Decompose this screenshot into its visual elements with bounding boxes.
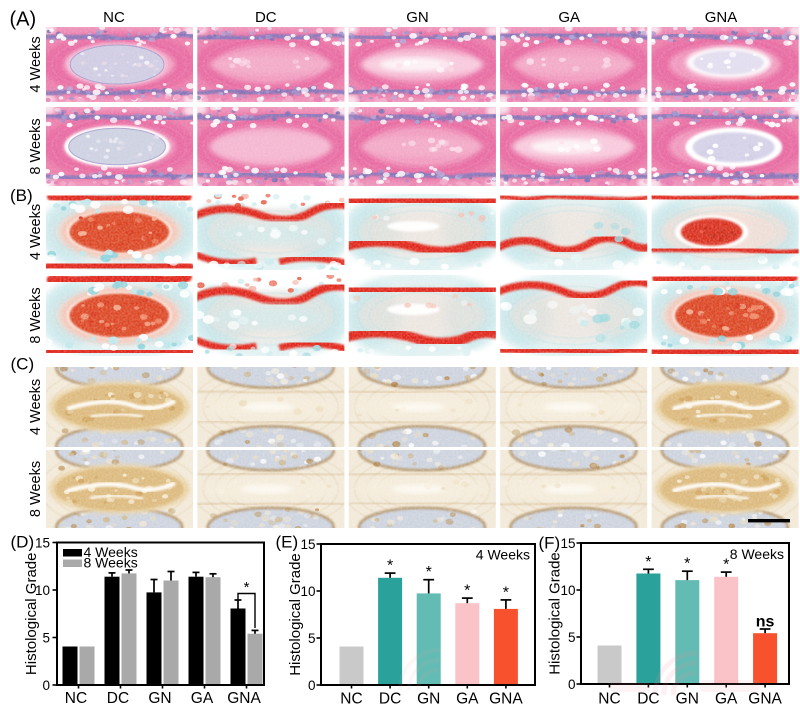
svg-text:NC: NC [340,691,362,708]
svg-text:*: * [503,584,509,601]
svg-text:8 Weeks: 8 Weeks [84,555,138,571]
svg-text:DC: DC [379,691,401,708]
svg-text:GNA: GNA [227,690,261,707]
svg-text:DC: DC [637,691,659,708]
svg-text:DC: DC [255,9,277,26]
svg-text:4 Weeks: 4 Weeks [28,204,44,260]
svg-text:*: * [464,583,470,600]
svg-text:GNA: GNA [489,691,523,708]
svg-text:GN: GN [676,691,699,708]
svg-text:0: 0 [42,678,50,693]
svg-text:*: * [244,579,250,596]
svg-text:4 Weeks: 4 Weeks [476,547,530,563]
svg-text:GA: GA [715,691,738,708]
svg-text:15: 15 [35,536,50,551]
svg-text:(F): (F) [539,534,561,553]
svg-text:GN: GN [417,691,440,708]
svg-text:(C): (C) [11,355,35,374]
svg-text:GN: GN [148,690,171,707]
svg-text:15: 15 [300,537,315,552]
svg-text:NC: NC [103,9,125,26]
svg-text:8 Weeks: 8 Weeks [28,287,44,343]
svg-text:NC: NC [65,690,87,707]
svg-text:(D): (D) [11,533,35,552]
svg-text:Histological Grade: Histological Grade [547,552,564,675]
svg-text:*: * [387,558,393,575]
svg-text:10: 10 [35,583,50,598]
svg-text:*: * [684,556,690,573]
svg-text:0: 0 [308,678,316,693]
svg-text:*: * [426,564,432,581]
svg-text:5: 5 [308,631,316,646]
svg-text:GA: GA [456,691,479,708]
svg-text:8 Weeks: 8 Weeks [730,546,784,562]
svg-text:(B): (B) [10,186,33,205]
svg-text:10: 10 [560,583,575,598]
svg-text:DC: DC [107,690,129,707]
svg-text:ns: ns [756,614,775,631]
svg-text:GNA: GNA [705,9,738,26]
svg-text:8 Weeks: 8 Weeks [28,461,44,517]
svg-text:NC: NC [598,691,620,708]
svg-text:0: 0 [568,677,576,692]
svg-text:4 Weeks: 4 Weeks [84,544,138,560]
svg-text:GNA: GNA [748,691,782,708]
svg-text:Histological Grade: Histological Grade [287,553,304,676]
svg-text:4 Weeks: 4 Weeks [28,379,44,435]
svg-text:5: 5 [568,630,576,645]
svg-text:GA: GA [191,690,214,707]
svg-text:10: 10 [300,584,315,599]
svg-text:15: 15 [560,536,575,551]
svg-text:GA: GA [558,9,580,26]
svg-text:*: * [645,554,651,571]
svg-text:4 Weeks: 4 Weeks [28,36,44,92]
svg-text:(E): (E) [276,533,299,552]
svg-text:Histological Grade: Histological Grade [23,553,40,676]
svg-text:GN: GN [406,9,429,26]
svg-text:5: 5 [42,631,50,646]
svg-text:(A): (A) [10,9,37,31]
svg-text:*: * [723,557,729,574]
svg-text:8 Weeks: 8 Weeks [28,118,44,174]
